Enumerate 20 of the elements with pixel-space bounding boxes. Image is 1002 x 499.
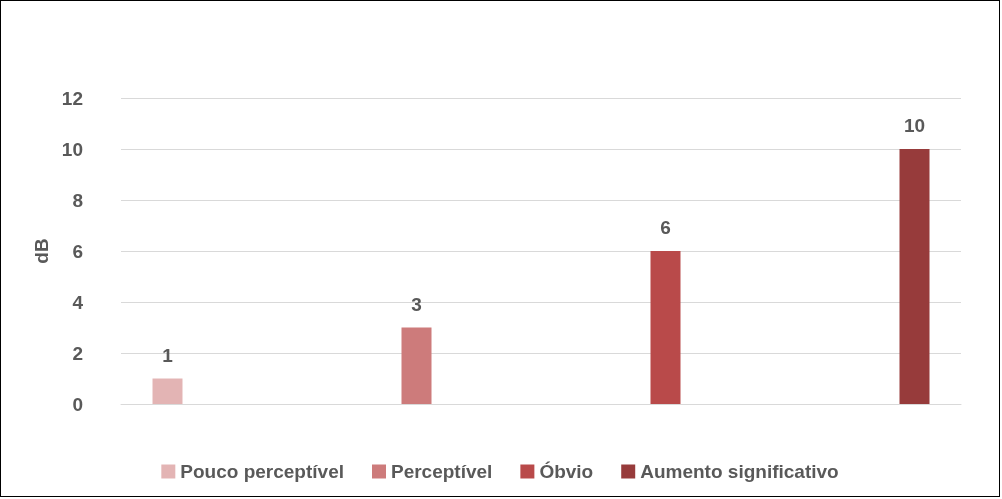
y-tick-label: 0 — [72, 393, 83, 415]
legend-label: Perceptível — [390, 461, 493, 482]
y-axis-title: dB — [30, 238, 52, 264]
bar — [899, 149, 930, 404]
y-tick-label: 4 — [72, 291, 84, 313]
data-label: 3 — [411, 293, 422, 315]
y-tick-label: 10 — [61, 138, 83, 160]
data-label: 1 — [162, 344, 174, 366]
bar — [401, 327, 432, 404]
y-tick-label: 8 — [72, 189, 83, 211]
bar — [650, 251, 681, 404]
legend-label: Aumento significativo — [640, 461, 839, 482]
y-tick-label: 2 — [72, 342, 83, 364]
legend-label: Pouco perceptível — [180, 461, 344, 482]
bar — [152, 378, 183, 404]
y-tick-label: 12 — [61, 87, 83, 109]
data-label: 10 — [903, 115, 926, 136]
legend-label: Óbvio — [539, 461, 594, 482]
y-tick-label: 6 — [72, 240, 83, 262]
data-label: 6 — [660, 217, 671, 238]
